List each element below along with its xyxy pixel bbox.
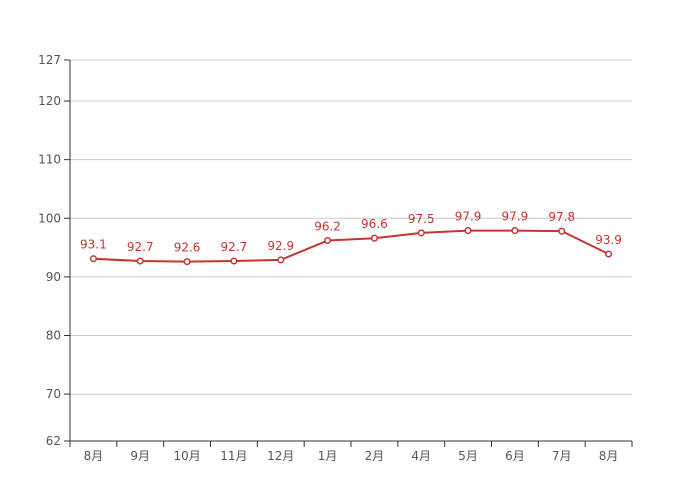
data-point-label: 97.8: [548, 210, 575, 224]
y-tick-label: 80: [46, 328, 61, 342]
y-tick-label: 70: [46, 387, 61, 401]
data-point-label: 92.6: [174, 241, 201, 255]
data-point-marker[interactable]: [183, 258, 191, 266]
data-point-label: 93.1: [80, 238, 107, 252]
y-tick-label: 90: [46, 270, 61, 284]
data-point-label: 96.2: [314, 220, 341, 234]
x-tick-label: 1月: [318, 449, 338, 463]
x-tick-label: 2月: [365, 449, 385, 463]
x-tick-label: 11月: [220, 449, 247, 463]
y-tick-label: 62: [46, 434, 61, 448]
data-point-label: 97.9: [502, 210, 529, 224]
data-point-marker[interactable]: [558, 227, 566, 235]
x-tick-label: 9月: [130, 449, 150, 463]
y-tick-label: 120: [38, 94, 61, 108]
data-point-marker[interactable]: [324, 236, 332, 245]
data-point-label: 93.9: [595, 233, 622, 247]
x-tick-label: 6月: [505, 449, 525, 463]
y-tick-label: 127: [38, 53, 61, 67]
x-tick-label: 8月: [84, 449, 104, 463]
x-tick-label: 8月: [599, 449, 619, 463]
data-point-label: 92.9: [267, 239, 294, 253]
data-point-label: 92.7: [221, 240, 248, 254]
x-tick-label: 7月: [552, 449, 572, 463]
series-line: [92, 229, 610, 263]
data-point-marker[interactable]: [511, 227, 519, 235]
x-tick-label: 5月: [458, 449, 478, 463]
data-point-marker[interactable]: [605, 250, 613, 258]
x-tick-label: 4月: [411, 449, 431, 463]
data-point-marker[interactable]: [464, 227, 472, 235]
data-point-marker[interactable]: [417, 229, 425, 237]
data-point-label: 92.7: [127, 240, 154, 254]
data-point-label: 97.5: [408, 212, 435, 226]
data-point-marker[interactable]: [136, 257, 144, 265]
data-point-marker[interactable]: [277, 256, 285, 264]
data-point-marker[interactable]: [89, 255, 97, 263]
y-tick-label: 100: [38, 211, 61, 225]
y-tick-label: 110: [38, 153, 61, 167]
data-point-marker[interactable]: [230, 257, 238, 265]
data-point-label: 96.6: [361, 217, 388, 231]
data-point-marker[interactable]: [370, 234, 378, 242]
data-point-label: 97.9: [455, 210, 482, 224]
x-tick-label: 10月: [173, 449, 200, 463]
x-tick-label: 12月: [267, 449, 294, 463]
